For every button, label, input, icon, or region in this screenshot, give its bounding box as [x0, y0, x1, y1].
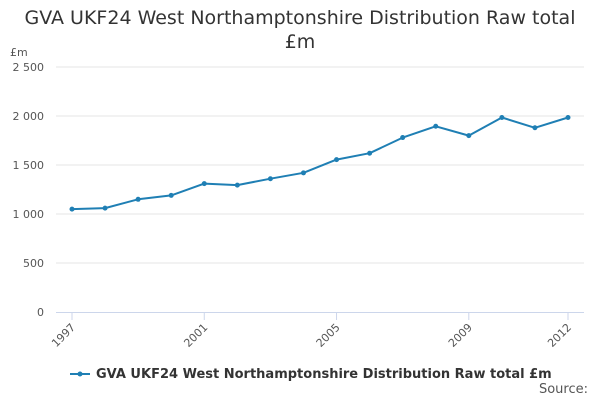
x-tick-label: 2012	[545, 321, 574, 350]
data-point[interactable]	[69, 206, 75, 212]
data-point[interactable]	[201, 181, 207, 187]
series-line	[71, 116, 569, 211]
legend-label: GVA UKF24 West Northamptonshire Distribu…	[96, 366, 552, 382]
data-point[interactable]	[499, 114, 505, 120]
x-tick-label: 2005	[314, 321, 343, 350]
y-axis-ticks: 0 500 1 000 1 500 2 000 2 500	[13, 61, 45, 319]
x-tick-label: 2001	[181, 321, 210, 350]
data-point[interactable]	[300, 170, 306, 176]
data-point[interactable]	[466, 133, 472, 139]
grid-lines	[56, 66, 584, 264]
data-point[interactable]	[367, 150, 373, 156]
data-point[interactable]	[565, 114, 571, 120]
x-tick-label: 1997	[49, 321, 78, 350]
legend-item[interactable]: GVA UKF24 West Northamptonshire Distribu…	[70, 364, 552, 384]
y-unit-label: £m	[10, 46, 28, 59]
data-point[interactable]	[135, 196, 141, 202]
data-point[interactable]	[400, 135, 406, 141]
data-point[interactable]	[334, 157, 340, 163]
data-point[interactable]	[168, 192, 174, 198]
y-tick-label: 0	[37, 306, 44, 319]
y-tick-label: 1 500	[13, 159, 45, 172]
y-tick-label: 500	[23, 257, 44, 270]
data-point[interactable]	[267, 176, 273, 182]
data-point[interactable]	[532, 125, 538, 131]
series-group	[69, 114, 571, 212]
legend-swatch-icon	[70, 371, 90, 377]
data-point[interactable]	[102, 205, 108, 211]
data-point[interactable]	[234, 182, 240, 188]
x-axis-ticks: 1997 2001 2005 2009 2012	[49, 312, 574, 350]
source-label[interactable]: Source:	[538, 382, 588, 397]
data-point[interactable]	[433, 123, 439, 129]
chart-title: GVA UKF24 West Northamptonshire Distribu…	[24, 7, 576, 53]
y-tick-label: 1 000	[13, 208, 45, 221]
y-tick-label: 2 000	[13, 110, 45, 123]
x-tick-label: 2009	[446, 321, 475, 350]
y-tick-label: 2 500	[13, 61, 45, 74]
